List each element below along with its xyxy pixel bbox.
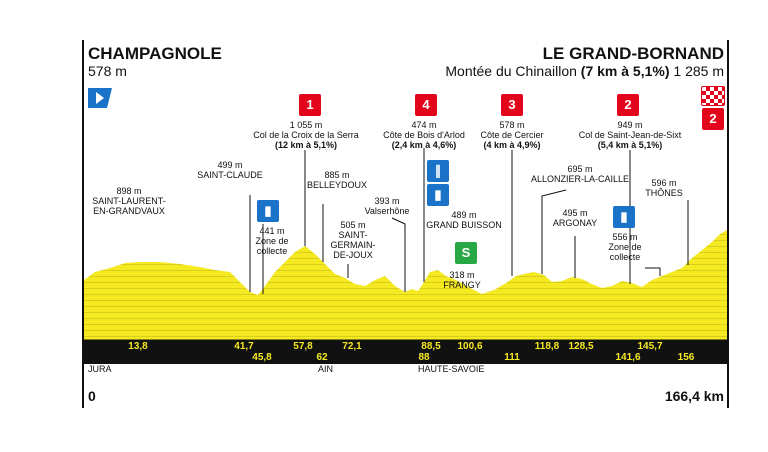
km-marker-bottom-2: 88: [418, 352, 430, 363]
place-zone-collecte-2: 556 m Zone de collecte: [608, 232, 642, 262]
climb-cat-4-badge: 4: [415, 94, 437, 116]
finish-climb-stats: (7 km à 5,1%): [580, 63, 670, 79]
climb-saint-jean-de-sixt: 949 m Col de Saint-Jean-de-Sixt (5,4 km à …: [578, 120, 682, 150]
leader-zone-2: [645, 267, 661, 276]
start-altitude: 578 m: [88, 63, 127, 79]
km-band: [84, 340, 727, 364]
bottle-icon: ▮: [427, 184, 449, 206]
finish-climb-name: Montée du Chinaillon: [445, 63, 577, 79]
climb-cercier: 578 m Côte de Cercier (4 km à 4,9%): [480, 120, 544, 150]
left-border: [82, 40, 84, 408]
climb-cat-3-badge: 3: [501, 94, 523, 116]
right-border: [727, 40, 729, 408]
distance-end: 166,4 km: [664, 388, 724, 404]
fork-knife-icon: ∥: [427, 160, 449, 182]
finish-subtitle: Montée du Chinaillon (7 km à 5,1%) 1 285…: [445, 63, 724, 79]
bottle-icon: ▮: [613, 206, 635, 228]
sprint-icon: S: [455, 242, 477, 264]
km-marker-top-6: 118,8: [534, 341, 560, 352]
climb-bois-d-arlod: 474 m Côte de Bois d'Arlod (2,4 km à 4,6%): [383, 120, 465, 150]
place-saint-germain: 505 m SAINT- GERMAIN- DE-JOUX: [330, 220, 376, 260]
region-haute-savoie: HAUTE-SAVOIE: [418, 364, 485, 374]
elevation-profile: [84, 230, 727, 340]
place-argonay: 495 m ARGONAY: [552, 208, 598, 228]
finish-town: LE GRAND-BORNAND: [542, 44, 724, 63]
km-marker-bottom-1: 62: [316, 352, 328, 363]
region-jura: JURA: [88, 364, 112, 374]
finish-cat-2-badge: 2: [702, 108, 724, 130]
km-marker-top-8: 145,7: [637, 341, 663, 352]
km-marker-bottom-0: 45,8: [252, 352, 272, 363]
checkered-flag-icon: [701, 86, 725, 106]
km-marker-top-2: 57,8: [293, 341, 313, 352]
km-marker-top-3: 72,1: [342, 341, 362, 352]
place-thones: 596 m THÔNES: [645, 178, 683, 198]
place-saint-claude: 499 m SAINT-CLAUDE: [197, 160, 263, 180]
climb-cat-1-badge: 1: [299, 94, 321, 116]
place-valserhone: 393 m Valserhône: [364, 196, 410, 216]
place-zone-collecte-1: 441 m Zone de collecte: [255, 226, 289, 256]
bottle-icon: ▮: [257, 200, 279, 222]
climb-cat-2-badge: 2: [617, 94, 639, 116]
region-ain: AIN: [318, 364, 334, 374]
km-marker-top-5: 100,6: [457, 341, 483, 352]
km-marker-bottom-5: 156: [677, 352, 695, 363]
place-allonzier: 695 m ALLONZIER-LA-CAILLE: [530, 164, 630, 184]
start-town: CHAMPAGNOLE: [88, 44, 222, 63]
place-belleydoux: 885 m BELLEYDOUX: [306, 170, 368, 190]
place-saint-laurent: 898 m SAINT-LAURENT- EN-GRANDVAUX: [92, 186, 166, 216]
km-marker-top-1: 41,7: [234, 341, 254, 352]
km-marker-top-4: 88,5: [421, 341, 441, 352]
place-grand-buisson: 489 m GRAND BUISSON: [426, 210, 502, 230]
climb-croix-de-la-serra: 1 055 m Col de la Croix de la Serra (12 km…: [253, 120, 359, 150]
leader-valserhone: [391, 217, 406, 292]
km-marker-top-7: 128,5: [568, 341, 594, 352]
km-marker-bottom-4: 141,6: [615, 352, 641, 363]
distance-start: 0: [88, 388, 96, 404]
km-marker-top-0: 13,8: [128, 341, 148, 352]
place-frangy: 318 m FRANGY: [443, 270, 481, 290]
finish-altitude: 1 285 m: [673, 63, 724, 79]
km-marker-bottom-3: 111: [504, 352, 520, 363]
leader-allonzier: [541, 189, 567, 274]
start-flag-arrow: [96, 92, 104, 104]
